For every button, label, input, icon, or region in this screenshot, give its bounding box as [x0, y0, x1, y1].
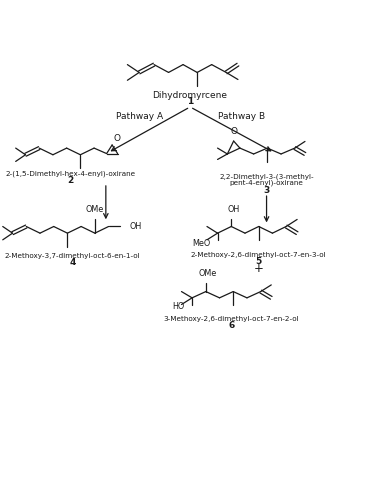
Text: 1: 1 [187, 97, 193, 107]
Text: OH: OH [129, 222, 142, 231]
Text: OH: OH [227, 205, 240, 214]
Text: OMe: OMe [199, 269, 217, 278]
Text: Dihydromyrcene: Dihydromyrcene [152, 91, 228, 100]
Text: 6: 6 [228, 321, 234, 330]
Text: 5: 5 [256, 257, 262, 266]
Text: 2,2-Dimethyl-3-(3-methyl-: 2,2-Dimethyl-3-(3-methyl- [219, 173, 314, 180]
Text: Pathway A: Pathway A [116, 112, 163, 121]
Text: MeO: MeO [192, 239, 211, 248]
Text: pent-4-enyl)-oxirane: pent-4-enyl)-oxirane [230, 180, 303, 186]
Text: 2-Methoxy-3,7-dimethyl-oct-6-en-1-ol: 2-Methoxy-3,7-dimethyl-oct-6-en-1-ol [5, 253, 140, 259]
Text: OMe: OMe [86, 205, 104, 214]
Text: O: O [230, 127, 237, 136]
Text: +: + [254, 262, 264, 275]
Text: 2-(1,5-Dimethyl-hex-4-enyl)-oxirane: 2-(1,5-Dimethyl-hex-4-enyl)-oxirane [5, 170, 136, 177]
Text: 3: 3 [263, 186, 270, 195]
Text: 3-Methoxy-2,6-dimethyl-oct-7-en-2-ol: 3-Methoxy-2,6-dimethyl-oct-7-en-2-ol [163, 316, 299, 321]
Text: Pathway B: Pathway B [218, 112, 265, 121]
Text: O: O [113, 134, 120, 143]
Text: 2-Methoxy-2,6-dimethyl-oct-7-en-3-ol: 2-Methoxy-2,6-dimethyl-oct-7-en-3-ol [191, 252, 327, 258]
Text: 2: 2 [67, 176, 74, 185]
Text: HO: HO [172, 302, 184, 311]
Text: 4: 4 [69, 258, 76, 267]
